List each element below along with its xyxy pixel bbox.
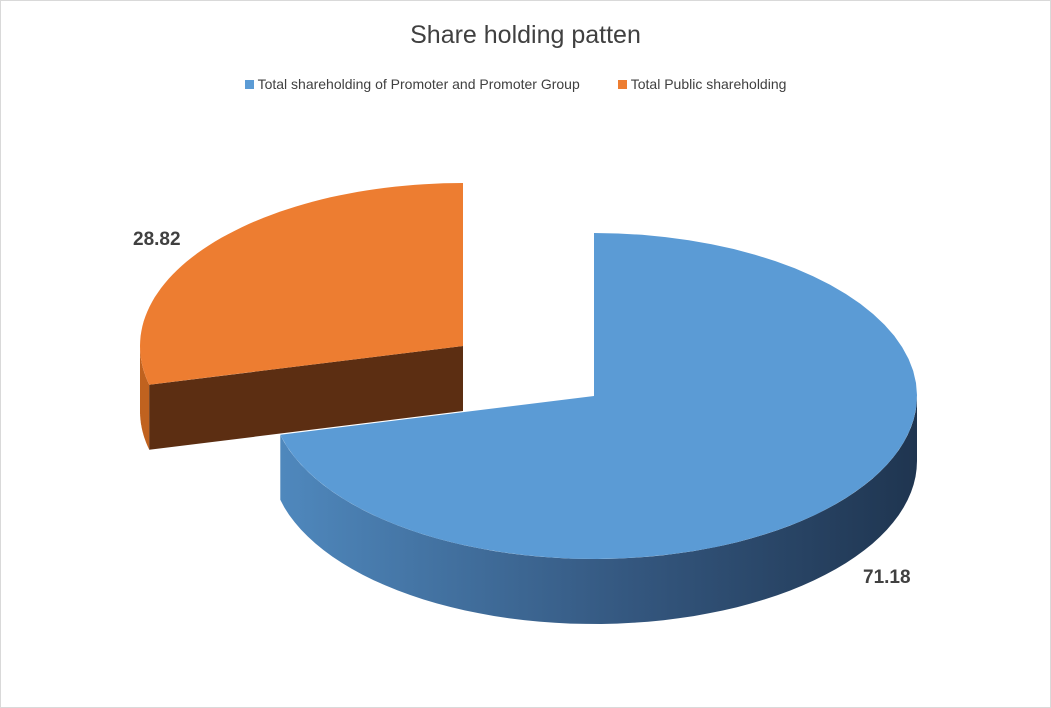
legend-label-public: Total Public shareholding [630,76,787,92]
pie-wall-public [140,346,150,450]
legend-label-promoter: Total shareholding of Promoter and Promo… [257,76,580,92]
legend-item-public: Total Public shareholding [617,76,787,92]
legend: Total shareholding of Promoter and Promo… [1,76,1050,92]
legend-item-promoter: Total shareholding of Promoter and Promo… [244,76,580,92]
pie-slice-promoter [280,233,917,559]
pie-side-public [149,346,463,450]
data-label-public: 28.82 [133,229,181,250]
pie-wall-promoter [280,396,917,624]
pie-slice-public [140,183,463,385]
chart-title: Share holding patten [410,21,641,49]
legend-swatch-promoter [244,79,254,89]
legend-swatch-public [617,79,627,89]
data-label-promoter: 71.18 [863,567,911,588]
